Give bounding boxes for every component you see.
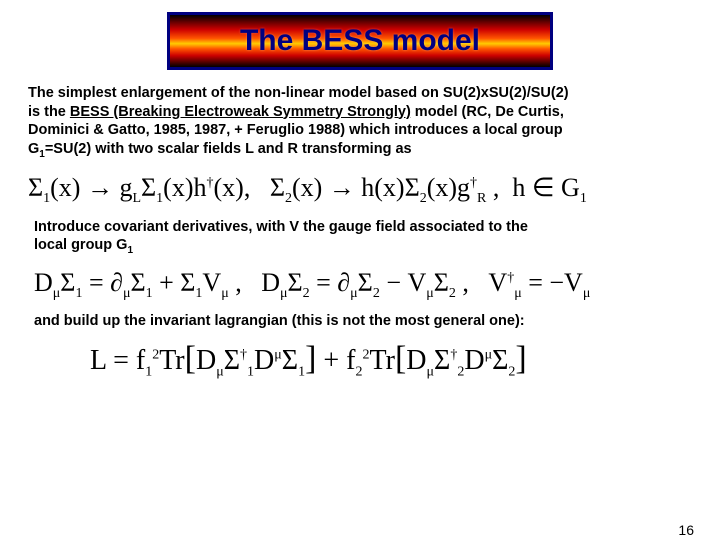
p1-line4b: =SU(2) with two scalar fields L and R tr… <box>45 141 412 157</box>
p1-line2a: is the <box>28 104 70 120</box>
bess-acronym: BESS (Breaking Electroweak Symmetry Stro… <box>70 104 411 120</box>
covariant-paragraph: Introduce covariant derivatives, with V … <box>34 218 686 258</box>
lagrangian-paragraph: and build up the invariant lagrangian (t… <box>34 312 686 331</box>
p1-line3: Dominici & Gatto, 1985, 1987, + Feruglio… <box>28 122 563 138</box>
p2-line1: Introduce covariant derivatives, with V … <box>34 219 528 235</box>
intro-paragraph: The simplest enlargement of the non-line… <box>28 84 692 161</box>
title-box: The BESS model <box>167 12 553 70</box>
p3: and build up the invariant lagrangian (t… <box>34 313 525 329</box>
equation-transform: Σ1(x) → gLΣ1(x)h†(x), Σ2(x) → h(x)Σ2(x)g… <box>28 173 692 207</box>
p2-line2sub: 1 <box>127 245 133 256</box>
p1-line4a: G <box>28 141 39 157</box>
p2-line2a: local group G <box>34 237 127 253</box>
p1-line1: The simplest enlargement of the non-line… <box>28 85 569 101</box>
page-title: The BESS model <box>240 24 480 58</box>
equation-lagrangian: L = f12Tr[DμΣ†1DμΣ1] + f22Tr[DμΣ†2DμΣ2] <box>90 340 692 381</box>
page-number: 16 <box>678 522 694 538</box>
p1-line2b: model (RC, De Curtis, <box>411 104 564 120</box>
equation-covariant: DμΣ1 = ∂μΣ1 + Σ1Vμ , DμΣ2 = ∂μΣ2 − VμΣ2 … <box>34 268 692 302</box>
